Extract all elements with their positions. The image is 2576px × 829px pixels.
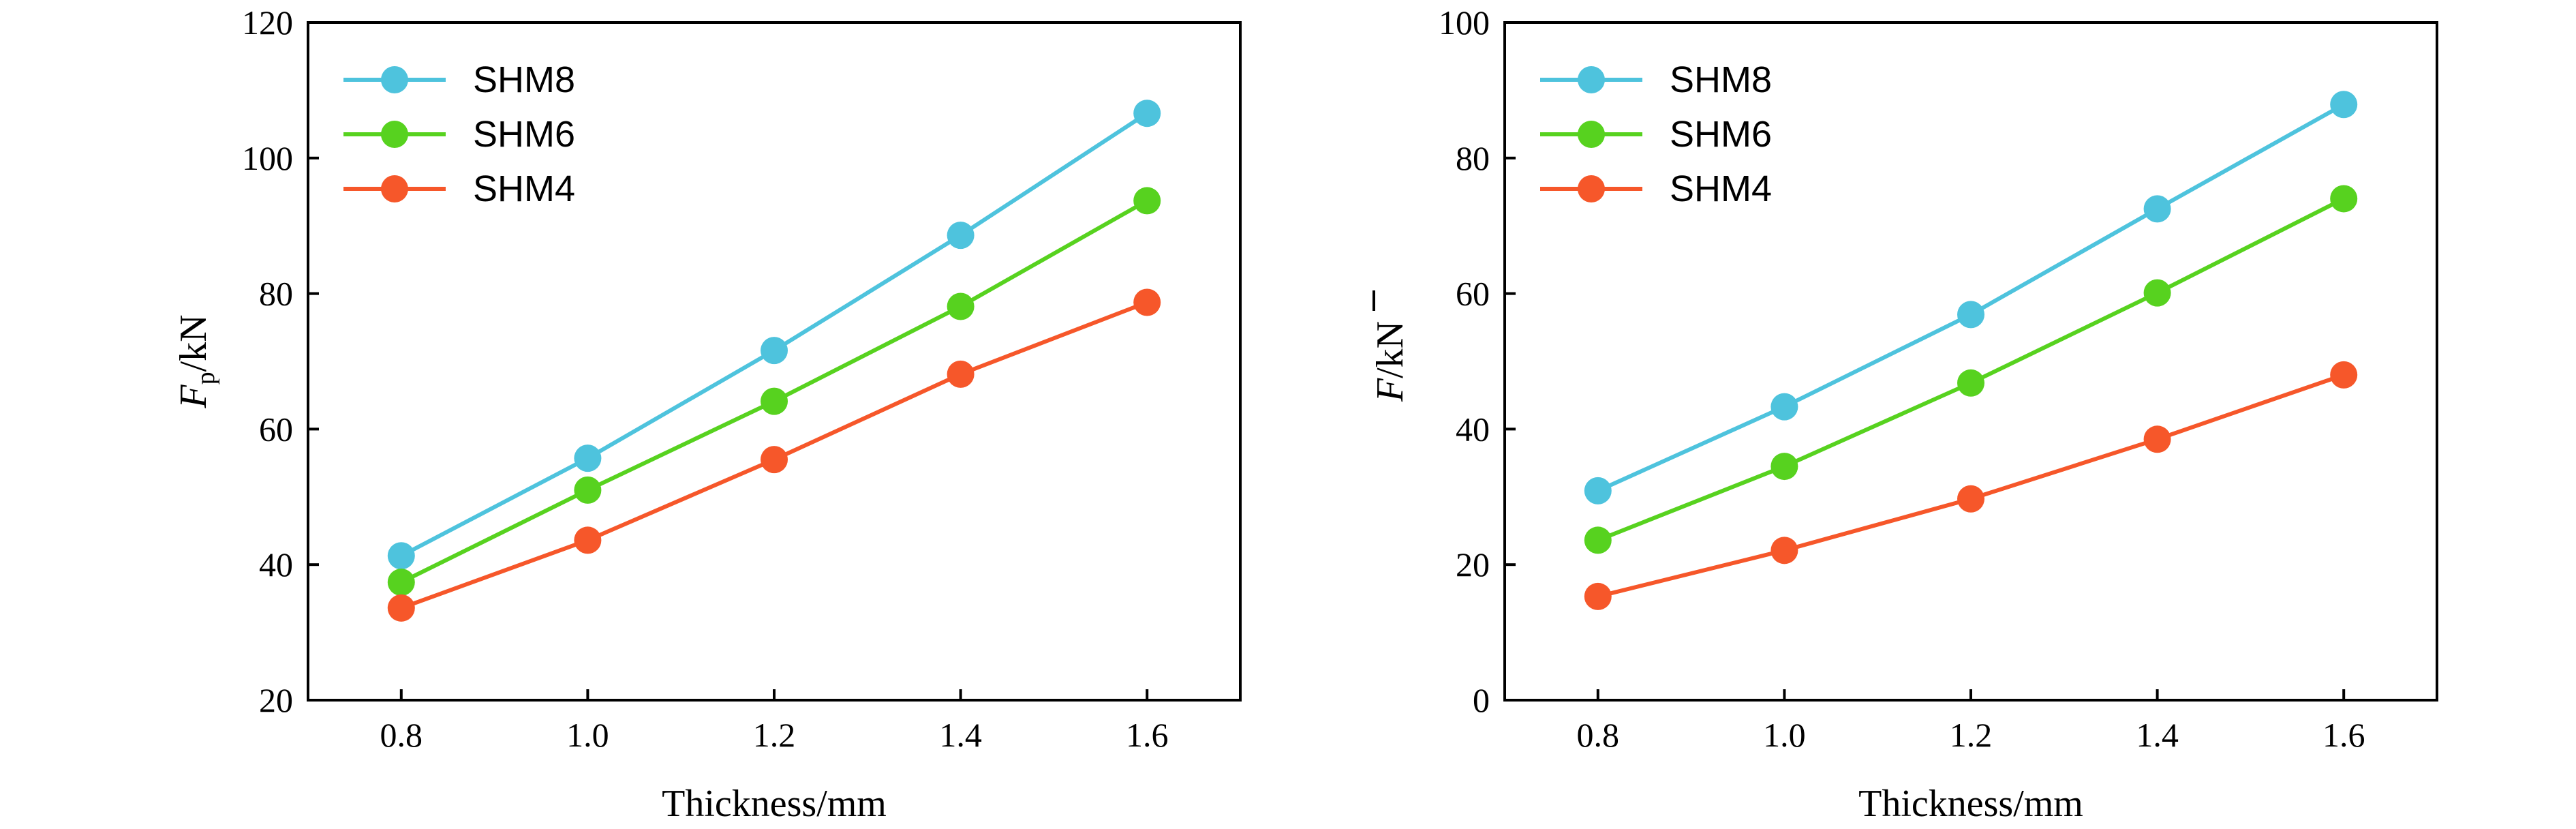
data-point-shm4 bbox=[1957, 485, 1984, 513]
y-axis-label-unit: /kN bbox=[172, 314, 215, 372]
data-point-shm6 bbox=[2143, 279, 2171, 307]
x-tick-label: 1.2 bbox=[753, 716, 796, 754]
x-tick-label: 1.0 bbox=[566, 716, 609, 754]
data-point-shm6 bbox=[387, 569, 415, 597]
series-line-shm8 bbox=[1597, 102, 2345, 493]
legend-marker bbox=[1578, 121, 1605, 148]
data-point-shm4 bbox=[2143, 425, 2171, 453]
y-tick-label: 60 bbox=[1456, 275, 1490, 313]
data-point-shm8 bbox=[761, 337, 788, 365]
y-axis-label-subscript: p bbox=[191, 372, 220, 385]
legend-label: SHM6 bbox=[1670, 114, 1772, 155]
y-tick-label: 20 bbox=[259, 681, 293, 719]
data-point-shm4 bbox=[1133, 288, 1161, 316]
data-point-shm8 bbox=[1770, 393, 1798, 421]
data-point-shm6 bbox=[2330, 185, 2358, 213]
legend-label: SHM6 bbox=[473, 114, 575, 155]
x-axis-label: Thickness/mm bbox=[662, 783, 887, 825]
data-point-shm6 bbox=[1584, 526, 1612, 554]
legend-marker bbox=[381, 66, 408, 93]
left-chart-panel: 0.8 1.0 1.2 1.4 1.6 20 40 60 80 100 120 Thickness/m… bbox=[172, 3, 1242, 825]
data-point-shm4 bbox=[1770, 537, 1798, 564]
y-tick-label: 40 bbox=[1456, 410, 1490, 448]
x-tick-label: 1.6 bbox=[1126, 716, 1169, 754]
data-point-shm6 bbox=[1957, 369, 1984, 397]
data-point-shm6 bbox=[1133, 187, 1161, 215]
y-tick-label: 60 bbox=[259, 410, 293, 448]
y-axis-label: Fp/kN bbox=[172, 314, 220, 408]
x-tick-label: 0.8 bbox=[1577, 716, 1620, 754]
y-tick-label: 120 bbox=[242, 3, 293, 42]
data-point-shm8 bbox=[2143, 195, 2171, 223]
y-tick-label: 40 bbox=[259, 545, 293, 584]
x-tick-label: 1.0 bbox=[1763, 716, 1806, 754]
plot-frame bbox=[1503, 21, 2438, 702]
y-axis-label-unit: /kN bbox=[1369, 321, 1411, 378]
data-point-shm8 bbox=[1133, 100, 1161, 127]
y-tick-label: 80 bbox=[1456, 139, 1490, 177]
x-tick-label: 0.8 bbox=[380, 716, 423, 754]
legend-marker bbox=[381, 121, 408, 148]
y-tick-label: 20 bbox=[1456, 545, 1490, 584]
legend-marker bbox=[1578, 175, 1605, 202]
legend-label: SHM8 bbox=[1670, 59, 1772, 100]
x-tick-label: 1.4 bbox=[2136, 716, 2179, 754]
data-point-shm4 bbox=[947, 360, 975, 388]
data-point-shm6 bbox=[947, 292, 975, 320]
y-axis-label: F/kN bbox=[1369, 321, 1411, 402]
data-point-shm8 bbox=[1957, 301, 1984, 329]
y-tick-label: 100 bbox=[242, 139, 293, 177]
legend-label: SHM8 bbox=[473, 59, 575, 100]
y-axis-label-symbol: F bbox=[1369, 378, 1411, 402]
right-chart-panel: 0.8 1.0 1.2 1.4 1.6 0 20 40 60 80 100 Thickness/mm F… bbox=[1369, 3, 2438, 825]
y-tick-label: 100 bbox=[1439, 3, 1490, 42]
data-point-shm8 bbox=[574, 444, 602, 472]
x-axis-label: Thickness/mm bbox=[1858, 783, 2083, 825]
legend-marker bbox=[381, 175, 408, 202]
x-tick-label: 1.4 bbox=[939, 716, 982, 754]
x-tick-label: 1.2 bbox=[1950, 716, 1993, 754]
data-point-shm8 bbox=[1584, 477, 1612, 504]
data-point-shm8 bbox=[947, 222, 975, 250]
data-point-shm6 bbox=[761, 387, 788, 415]
data-point-shm4 bbox=[574, 526, 602, 554]
y-tick-label: 80 bbox=[259, 275, 293, 313]
y-axis-label-symbol: F bbox=[172, 385, 215, 409]
data-point-shm8 bbox=[387, 542, 415, 570]
x-tick-label: 1.6 bbox=[2322, 716, 2365, 754]
legend-label: SHM4 bbox=[1670, 168, 1772, 209]
data-point-shm8 bbox=[2330, 91, 2358, 119]
data-point-shm4 bbox=[387, 594, 415, 622]
y-tick-label: 0 bbox=[1473, 681, 1490, 719]
legend-label: SHM4 bbox=[473, 168, 575, 209]
data-point-shm6 bbox=[574, 476, 602, 504]
data-point-shm4 bbox=[761, 446, 788, 474]
data-point-shm6 bbox=[1770, 453, 1798, 481]
data-point-shm4 bbox=[2330, 361, 2358, 389]
legend-marker bbox=[1578, 66, 1605, 93]
data-point-shm4 bbox=[1584, 582, 1612, 610]
